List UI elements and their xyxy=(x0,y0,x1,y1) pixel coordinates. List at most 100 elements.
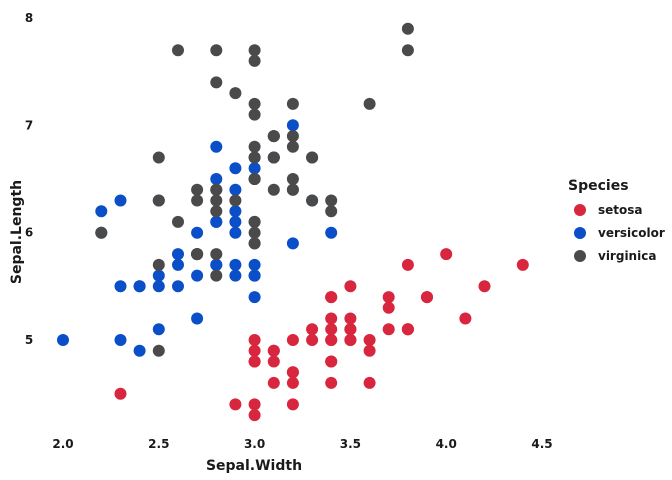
legend-label-versicolor: versicolor xyxy=(598,226,665,240)
x-tick-label: 3.5 xyxy=(340,437,361,451)
point-virginica-20 xyxy=(286,130,299,143)
point-setosa-33 xyxy=(478,280,491,293)
point-virginica-13 xyxy=(152,258,165,271)
point-versicolor-46 xyxy=(229,258,242,271)
point-versicolor-19 xyxy=(152,269,165,282)
legend-key-virginica xyxy=(574,250,586,262)
x-tick-label: 4.5 xyxy=(531,437,552,451)
point-versicolor-28 xyxy=(229,226,242,239)
legend-key-versicolor xyxy=(574,227,586,239)
point-versicolor-29 xyxy=(172,258,184,271)
point-versicolor-40 xyxy=(172,280,184,293)
point-setosa-35 xyxy=(286,334,299,346)
point-versicolor-24 xyxy=(229,183,242,196)
x-tick-label: 2.0 xyxy=(52,437,73,451)
point-virginica-6 xyxy=(152,344,165,357)
point-setosa-28 xyxy=(325,312,338,325)
point-virginica-45 xyxy=(248,151,261,164)
point-setosa-46 xyxy=(401,323,414,336)
point-versicolor-7 xyxy=(133,344,146,357)
point-versicolor-31 xyxy=(133,280,146,293)
point-virginica-7 xyxy=(229,87,242,100)
point-versicolor-37 xyxy=(114,194,127,207)
x-tick-label: 2.5 xyxy=(148,437,169,451)
point-virginica-27 xyxy=(248,215,261,228)
point-versicolor-18 xyxy=(95,205,108,218)
point-versicolor-13 xyxy=(229,215,242,228)
point-virginica-43 xyxy=(286,140,299,153)
point-virginica-42 xyxy=(191,248,204,261)
point-virginica-48 xyxy=(325,205,338,218)
y-tick-label: 5 xyxy=(25,333,33,347)
point-virginica-22 xyxy=(210,44,223,57)
point-virginica-49 xyxy=(248,237,261,250)
point-versicolor-14 xyxy=(229,269,242,282)
point-virginica-31 xyxy=(401,22,414,35)
point-setosa-38 xyxy=(248,398,261,411)
point-versicolor-4 xyxy=(210,173,223,185)
y-tick-label: 6 xyxy=(25,226,33,240)
point-setosa-16 xyxy=(421,291,433,304)
x-axis-title: Sepal.Width xyxy=(206,458,302,474)
point-setosa-49 xyxy=(306,334,319,346)
point-versicolor-26 xyxy=(210,140,223,153)
point-virginica-32 xyxy=(210,183,223,196)
point-versicolor-8 xyxy=(229,162,242,175)
point-versicolor-35 xyxy=(325,226,338,239)
legend-title: Species xyxy=(568,178,629,194)
point-virginica-8 xyxy=(152,151,165,164)
point-versicolor-38 xyxy=(248,269,261,282)
point-setosa-10 xyxy=(382,291,395,304)
point-versicolor-34 xyxy=(248,291,261,304)
point-setosa-3 xyxy=(267,376,280,389)
points-layer xyxy=(57,22,529,422)
point-setosa-45 xyxy=(248,355,261,368)
y-tick-labels: 5 6 7 8 xyxy=(25,11,33,347)
legend-items: setosa versicolor virginica xyxy=(574,203,665,263)
point-virginica-10 xyxy=(286,173,299,185)
point-versicolor-44 xyxy=(191,269,204,282)
point-virginica-0 xyxy=(306,194,319,207)
point-setosa-42 xyxy=(286,398,299,411)
point-virginica-46 xyxy=(152,194,165,207)
point-virginica-47 xyxy=(248,173,261,185)
point-setosa-22 xyxy=(363,376,376,389)
point-virginica-35 xyxy=(248,44,261,57)
point-virginica-3 xyxy=(229,194,242,207)
point-versicolor-9 xyxy=(191,312,204,325)
point-setosa-34 xyxy=(267,344,280,357)
point-virginica-26 xyxy=(210,205,223,218)
legend-label-setosa: setosa xyxy=(598,203,643,217)
point-virginica-18 xyxy=(172,44,184,57)
point-setosa-23 xyxy=(306,323,319,336)
point-setosa-41 xyxy=(114,387,127,400)
y-tick-label: 7 xyxy=(25,118,33,132)
point-setosa-27 xyxy=(344,312,357,325)
point-virginica-38 xyxy=(248,226,261,239)
point-setosa-43 xyxy=(344,334,357,346)
point-versicolor-3 xyxy=(114,280,127,293)
point-setosa-4 xyxy=(363,334,376,346)
point-virginica-40 xyxy=(267,151,280,164)
point-versicolor-39 xyxy=(152,280,165,293)
point-setosa-6 xyxy=(325,376,338,389)
point-setosa-29 xyxy=(286,366,299,379)
y-tick-label: 8 xyxy=(25,11,33,25)
point-versicolor-10 xyxy=(57,334,69,346)
point-versicolor-48 xyxy=(152,323,165,336)
point-virginica-17 xyxy=(401,44,414,57)
point-setosa-26 xyxy=(325,334,338,346)
point-virginica-2 xyxy=(248,108,261,121)
point-setosa-14 xyxy=(440,248,453,261)
point-virginica-11 xyxy=(191,183,204,196)
point-virginica-30 xyxy=(210,76,223,89)
point-virginica-37 xyxy=(267,183,280,196)
point-setosa-13 xyxy=(248,409,261,422)
legend-key-setosa xyxy=(574,204,586,216)
point-virginica-19 xyxy=(95,226,108,239)
point-virginica-44 xyxy=(306,151,319,164)
legend-label-virginica: virginica xyxy=(598,249,656,263)
point-setosa-25 xyxy=(248,334,261,346)
point-virginica-25 xyxy=(286,97,299,110)
point-setosa-24 xyxy=(325,355,338,368)
